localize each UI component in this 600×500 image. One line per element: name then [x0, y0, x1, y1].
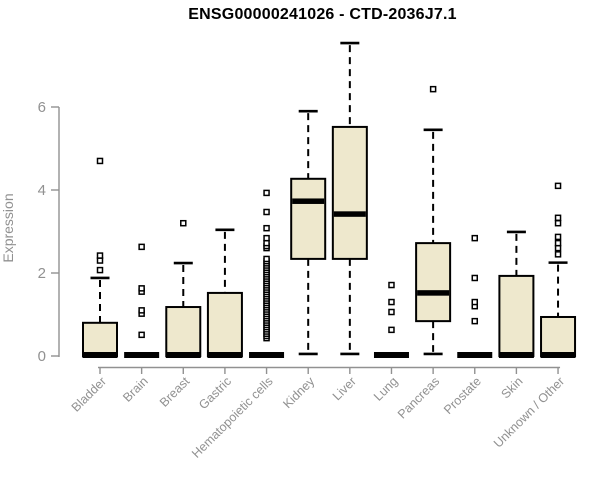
x-axis-category-label: Lung — [371, 374, 401, 404]
iqr-box — [206, 291, 243, 358]
boxplot-group-brain — [124, 243, 160, 358]
outlier-point — [554, 239, 562, 247]
outlier-point — [263, 208, 270, 216]
outlier-point — [554, 233, 562, 241]
outlier-point — [138, 243, 145, 251]
outlier-point — [554, 219, 562, 227]
outlier-point — [138, 331, 145, 339]
y-axis-tick-label: 0 — [38, 348, 46, 365]
median-line — [333, 211, 366, 217]
x-axis-category-label: Unknown / Other — [491, 374, 567, 450]
outlier-point — [388, 308, 395, 316]
outlier-point — [263, 224, 270, 232]
boxplot-group-unknown-other — [540, 182, 577, 358]
boxplot-group-skin — [498, 230, 535, 358]
iqr-box — [540, 315, 577, 357]
outlier-point — [96, 266, 104, 274]
x-axis-category-label: Skin — [498, 374, 525, 401]
outlier-point — [263, 234, 270, 242]
outlier-point — [138, 307, 145, 314]
median-line — [165, 352, 201, 358]
outlier-point — [429, 85, 437, 93]
median-line — [249, 352, 285, 358]
boxplot-group-breast — [165, 219, 202, 358]
outlier-point — [471, 298, 479, 306]
boxplot-group-gastric — [206, 228, 243, 358]
outlier-point — [471, 234, 479, 242]
outlier-point — [263, 189, 270, 197]
y-axis-tick-label: 6 — [38, 99, 46, 116]
median-line — [124, 352, 160, 358]
chart-title: ENSG00000241026 - CTD-2036J7.1 — [188, 6, 457, 23]
outlier-point — [96, 252, 104, 259]
outlier-point — [554, 182, 562, 190]
iqr-box — [165, 306, 202, 357]
outlier-point — [263, 255, 270, 263]
median-line — [498, 352, 534, 358]
iqr-box — [415, 242, 452, 323]
x-axis-category-label: Pancreas — [395, 374, 442, 421]
outlier-point — [554, 214, 562, 222]
outlier-point — [471, 274, 479, 282]
median-line — [457, 352, 493, 358]
outlier-point — [138, 285, 145, 292]
boxplot-group-bladder — [82, 157, 118, 358]
median-line — [417, 290, 450, 296]
x-axis-category-label: Liver — [330, 374, 359, 403]
median-line — [373, 352, 409, 358]
outlier-point — [180, 219, 187, 227]
iqr-box — [82, 321, 118, 357]
outlier-point — [388, 281, 395, 289]
boxplot-group-pancreas — [415, 85, 452, 356]
boxplot-group-prostate — [457, 234, 493, 358]
boxplot-group-lung — [373, 281, 409, 358]
median-line — [207, 352, 243, 358]
boxplot-group-hematopoietic-cells — [249, 189, 285, 358]
x-axis-category-label: Breast — [157, 374, 193, 410]
x-axis-category-label: Hematopoietic cells — [189, 374, 276, 461]
x-axis-category-label: Kidney — [280, 374, 317, 411]
iqr-box — [498, 274, 535, 357]
boxplot-group-kidney — [290, 109, 327, 356]
x-axis-category-label: Prostate — [441, 374, 484, 417]
outlier-point — [471, 317, 479, 325]
x-axis-category-label: Gastric — [196, 374, 234, 412]
median-line — [540, 352, 576, 358]
y-axis-tick-label: 2 — [38, 265, 46, 282]
boxplot-group-liver — [331, 41, 368, 356]
x-axis-category-label: Bladder — [69, 374, 109, 414]
iqr-box — [290, 177, 327, 260]
outlier-point — [388, 298, 395, 306]
outlier-point — [96, 157, 104, 165]
iqr-box — [331, 125, 368, 260]
x-axis-category-label: Brain — [120, 374, 151, 405]
median-line — [82, 352, 118, 358]
y-axis-tick-label: 4 — [38, 182, 46, 199]
median-line — [292, 198, 325, 204]
outlier-point — [388, 326, 395, 334]
outlier-point — [554, 251, 562, 258]
